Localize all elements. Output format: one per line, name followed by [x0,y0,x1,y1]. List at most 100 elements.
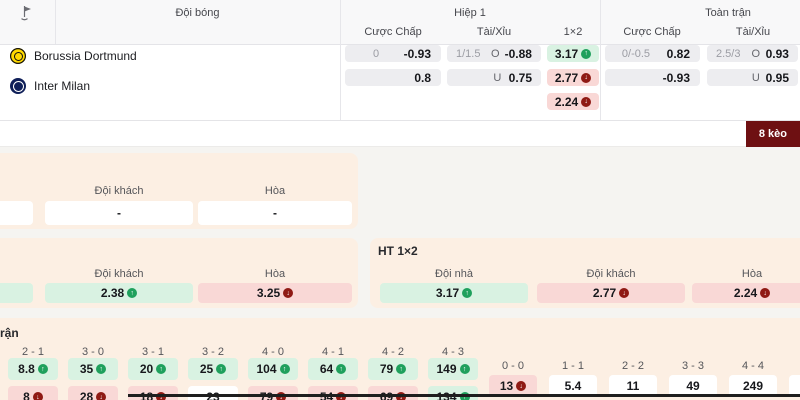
col-header-ft-handicap: Cược Chấp [623,26,681,38]
h1-handicap-home-odds[interactable]: 0 -0.93 [345,45,441,62]
team-row-home: Borussia Dortmund [10,48,137,64]
score-odds-cell[interactable]: 23 [188,386,238,400]
trend-up-icon: ↑ [37,364,48,374]
divider [600,0,601,120]
odds-value: 2.77 [554,70,579,85]
divider [340,0,341,120]
score-odds-cell[interactable]: 5.4 [549,375,597,397]
draw-odds-cell[interactable]: 2.24 ↓ [692,283,800,303]
h1-handicap-away-odds[interactable]: 0.8 [345,69,441,86]
odds-value: 104 [256,362,277,376]
odds-value: 8 [23,390,30,400]
odds-value: 3.17 [435,286,460,300]
score-odds-cell[interactable]: 249 [729,375,777,397]
odds-value: 11 [626,379,640,393]
h1-1x2-home-odds[interactable]: 3.17 ↑ [547,45,599,62]
score-odds-cell[interactable]: 134↑ [428,386,478,400]
odds-value: - [273,206,277,220]
home-team-name: Borussia Dortmund [34,49,137,63]
score-header: 3 - 3 [681,360,704,372]
trend-down-icon: ↓ [283,288,294,298]
score-odds-cell-partial[interactable] [789,375,800,397]
under-letter: U [751,71,760,84]
odds-value: 0.82 [666,46,690,61]
trend-down-icon: ↓ [619,288,630,298]
score-odds-cell[interactable]: 18↓ [128,386,178,400]
score-header: 2 - 1 [21,346,44,358]
away-odds-cell[interactable]: - [45,201,193,225]
away-odds-cell[interactable]: 2.77 ↓ [537,283,685,303]
team-row-away: Inter Milan [10,78,90,94]
odds-value: 25 [199,362,214,376]
score-odds-cell[interactable]: 149 ↑ [428,358,478,380]
ft-under-odds[interactable]: U 0.95 [707,69,798,86]
away-header: Đội khách [94,185,144,197]
odds-value: 13 [499,379,514,393]
corner-flag-icon [20,5,34,26]
score-odds-cell[interactable]: 35 ↑ [68,358,118,380]
odds-value: 28 [79,390,94,400]
home-odds-cell-partial[interactable] [0,283,33,303]
score-odds-cell[interactable]: 8 ↓ [8,386,58,400]
trend-up-icon: ↑ [156,364,167,374]
ft-handicap-away-odds[interactable]: -0.93 [605,69,700,86]
score-odds-cell[interactable]: 79 ↑ [368,358,418,380]
score-odds-cell[interactable]: 69↓ [368,386,418,400]
odds-value: 20 [139,362,154,376]
score-odds-cell[interactable]: 79↓ [248,386,298,400]
odds-value: 0.93 [765,46,789,61]
odds-value: 79 [379,362,394,376]
markets-area: Đội khách Hòa - - Đội khách Hòa 2.38 ↑ 3… [0,147,800,400]
home-odds-cell[interactable]: 3.17 ↑ [380,283,528,303]
odds-value: 0.8 [414,70,431,85]
odds-value: 5.4 [564,379,582,393]
h1-under-odds[interactable]: U 0.75 [447,69,541,86]
score-odds-cell[interactable]: 20 ↑ [128,358,178,380]
odds-value: 0.95 [765,70,789,85]
market-card-1: Đội khách Hòa - - [0,153,358,229]
col-header-1x2: 1×2 [563,26,583,38]
ft-over-odds[interactable]: 2.5/3 O 0.93 [707,45,798,62]
ft-handicap-home-odds[interactable]: 0/-0.5 0.82 [605,45,700,62]
score-odds-cell[interactable]: 54↓ [308,386,358,400]
draw-odds-cell[interactable]: 3.25 ↓ [198,283,352,303]
odds-count-badge[interactable]: 8 kèo [745,121,800,147]
odds-value: -0.88 [504,46,532,61]
total-line: 1/1.5 [456,47,481,60]
inter-milan-logo [10,78,26,94]
trend-down-icon: ↓ [581,96,592,107]
score-odds-cell[interactable]: 64 ↑ [308,358,358,380]
h1-over-odds[interactable]: 1/1.5 O -0.88 [447,45,541,62]
score-odds-cell[interactable]: 13 ↓ [489,375,537,397]
col-header-h1-overunder: Tài/Xỉu [476,26,512,38]
h1-1x2-draw-odds[interactable]: 2.24 ↓ [547,93,599,110]
trend-down-icon: ↓ [516,381,527,391]
col-header-h1-handicap: Cược Chấp [364,26,422,38]
odds-value: 3.17 [554,46,579,61]
odds-value: 3.25 [256,286,281,300]
trend-up-icon: ↑ [96,364,107,374]
market-card-ht1x2: HT 1×2 Đội nhà Đội khách Hòa 3.17 ↑ 2.77… [370,238,800,308]
score-odds-cell[interactable]: 104 ↑ [248,358,298,380]
score-odds-cell[interactable]: 11 [609,375,657,397]
home-header: Đội nhà [435,268,473,280]
away-team-name: Inter Milan [34,79,91,93]
score-header: 4 - 1 [321,346,344,358]
trend-up-icon: ↑ [336,364,347,374]
home-odds-cell-partial[interactable] [0,201,33,225]
trend-up-icon: ↑ [127,288,138,298]
divider [0,146,800,147]
score-odds-cell[interactable]: 28 ↓ [68,386,118,400]
score-odds-cell[interactable]: 49 [669,375,717,397]
trend-up-icon: ↑ [396,364,407,374]
trend-up-icon: ↑ [279,364,290,374]
away-odds-cell[interactable]: 2.38 ↑ [45,283,193,303]
draw-odds-cell[interactable]: - [198,201,352,225]
score-odds-cell[interactable]: 8.8 ↑ [8,358,58,380]
divider [0,120,800,121]
score-odds-cell[interactable]: 25 ↑ [188,358,238,380]
odds-value: 35 [79,362,94,376]
h1-1x2-away-odds[interactable]: 2.77 ↓ [547,69,599,86]
odds-value: - [117,206,121,220]
over-letter: O [751,47,761,60]
